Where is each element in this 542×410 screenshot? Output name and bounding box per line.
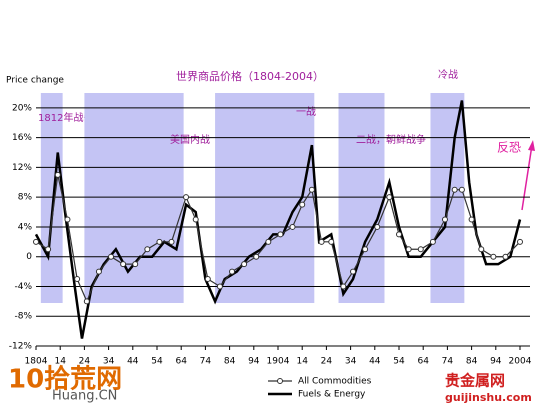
arrow-head <box>528 140 535 151</box>
x-tick-label: 64 <box>175 357 187 367</box>
series-marker <box>451 186 458 193</box>
series-marker <box>277 231 284 238</box>
series-marker <box>265 238 272 245</box>
chart-title: 世界商品价格（1804-2004） <box>176 69 324 83</box>
series-marker <box>490 253 497 260</box>
series-marker <box>417 246 424 253</box>
series-marker <box>318 238 325 245</box>
x-tick-label: 2004 <box>509 357 532 367</box>
series-marker <box>229 268 236 275</box>
x-tick-label: 24 <box>79 357 91 367</box>
series-marker <box>33 238 39 245</box>
x-tick-label: 84 <box>466 357 478 367</box>
y-tick-label: 16% <box>12 133 32 143</box>
period-label: 美国内战 <box>170 133 210 146</box>
series-marker <box>108 253 115 260</box>
series-marker <box>132 261 139 268</box>
series-marker <box>83 298 90 305</box>
series-marker <box>95 268 102 275</box>
x-tick-label: 44 <box>127 357 139 367</box>
legend-label: All Commodities <box>298 377 372 387</box>
x-tick-label: 1804 <box>25 357 48 367</box>
series-marker <box>458 186 465 193</box>
series-marker <box>517 238 523 245</box>
series-marker <box>183 194 190 201</box>
period-shade <box>338 93 385 303</box>
x-tick-label: 74 <box>200 357 212 367</box>
series-marker <box>253 253 260 260</box>
x-tick-label: 34 <box>345 357 357 367</box>
series-marker <box>328 238 335 245</box>
series-marker <box>429 238 436 245</box>
period-label: 1812年战争 <box>38 111 93 124</box>
x-tick-label: 74 <box>442 357 454 367</box>
period-label: 冷战 <box>438 68 458 81</box>
series-marker <box>478 246 485 253</box>
y-tick-label: -12% <box>9 342 33 352</box>
series-marker <box>289 223 296 230</box>
x-tick-label: 14 <box>54 357 66 367</box>
annotation: 反恐 <box>497 141 521 155</box>
series-marker <box>441 216 448 223</box>
x-tick-label: 84 <box>224 357 236 367</box>
period-shade <box>40 93 63 303</box>
series-marker <box>64 216 71 223</box>
x-tick-label: 94 <box>490 357 502 367</box>
series-marker <box>299 201 306 208</box>
series-marker <box>156 238 163 245</box>
watermark: Huang.CN <box>52 389 117 404</box>
y-tick-label: 0 <box>26 252 32 262</box>
series-marker <box>74 276 81 283</box>
x-tick-label: 24 <box>321 357 333 367</box>
period-shade <box>215 93 315 303</box>
arrow <box>521 144 533 211</box>
x-tick-label: 54 <box>151 357 163 367</box>
series-marker <box>405 246 412 253</box>
series-marker <box>374 223 381 230</box>
y-tick-label: 12% <box>12 163 32 173</box>
series-marker <box>350 268 357 275</box>
watermark: 贵金属网 <box>445 372 505 390</box>
series-marker <box>241 261 248 268</box>
legend-label: Fuels & Energy <box>298 390 366 400</box>
series-marker <box>168 238 175 245</box>
y-tick-label: -4% <box>14 282 32 292</box>
watermark: 10拾荒网 <box>8 365 122 395</box>
legend: All Commodities Fuels & Energy <box>268 377 372 400</box>
series-marker <box>204 276 211 283</box>
series-marker <box>386 194 393 201</box>
x-tick-label: 64 <box>417 357 429 367</box>
series-marker <box>216 283 223 290</box>
x-tick-label: 34 <box>103 357 115 367</box>
series-marker <box>54 171 61 178</box>
legend-marker <box>277 378 283 384</box>
series-marker <box>396 231 402 238</box>
x-tick-label: 94 <box>248 357 260 367</box>
y-tick-label: 20% <box>12 103 32 113</box>
y-tick-label: 8% <box>18 193 33 203</box>
x-tick-label: 1904 <box>267 357 290 367</box>
series-marker <box>45 246 52 253</box>
series-marker <box>144 246 151 253</box>
y-tick-label: 4% <box>18 222 33 232</box>
x-tick-label: 44 <box>369 357 381 367</box>
series-marker <box>308 186 315 193</box>
y-tick-label: -8% <box>14 312 32 322</box>
period-label: 二战，朝鲜战争 <box>356 133 426 146</box>
x-tick-label: 54 <box>393 357 405 367</box>
period-label: 一战 <box>296 106 316 118</box>
series-marker <box>120 261 127 268</box>
series-marker <box>192 216 199 223</box>
watermark: guijinshu.com <box>445 391 532 404</box>
series-marker <box>502 253 509 260</box>
series-marker <box>468 216 475 223</box>
x-tick-label: 14 <box>296 357 308 367</box>
series-marker <box>362 246 369 253</box>
y-axis-label: Price change <box>6 76 64 86</box>
series-marker <box>340 283 347 290</box>
